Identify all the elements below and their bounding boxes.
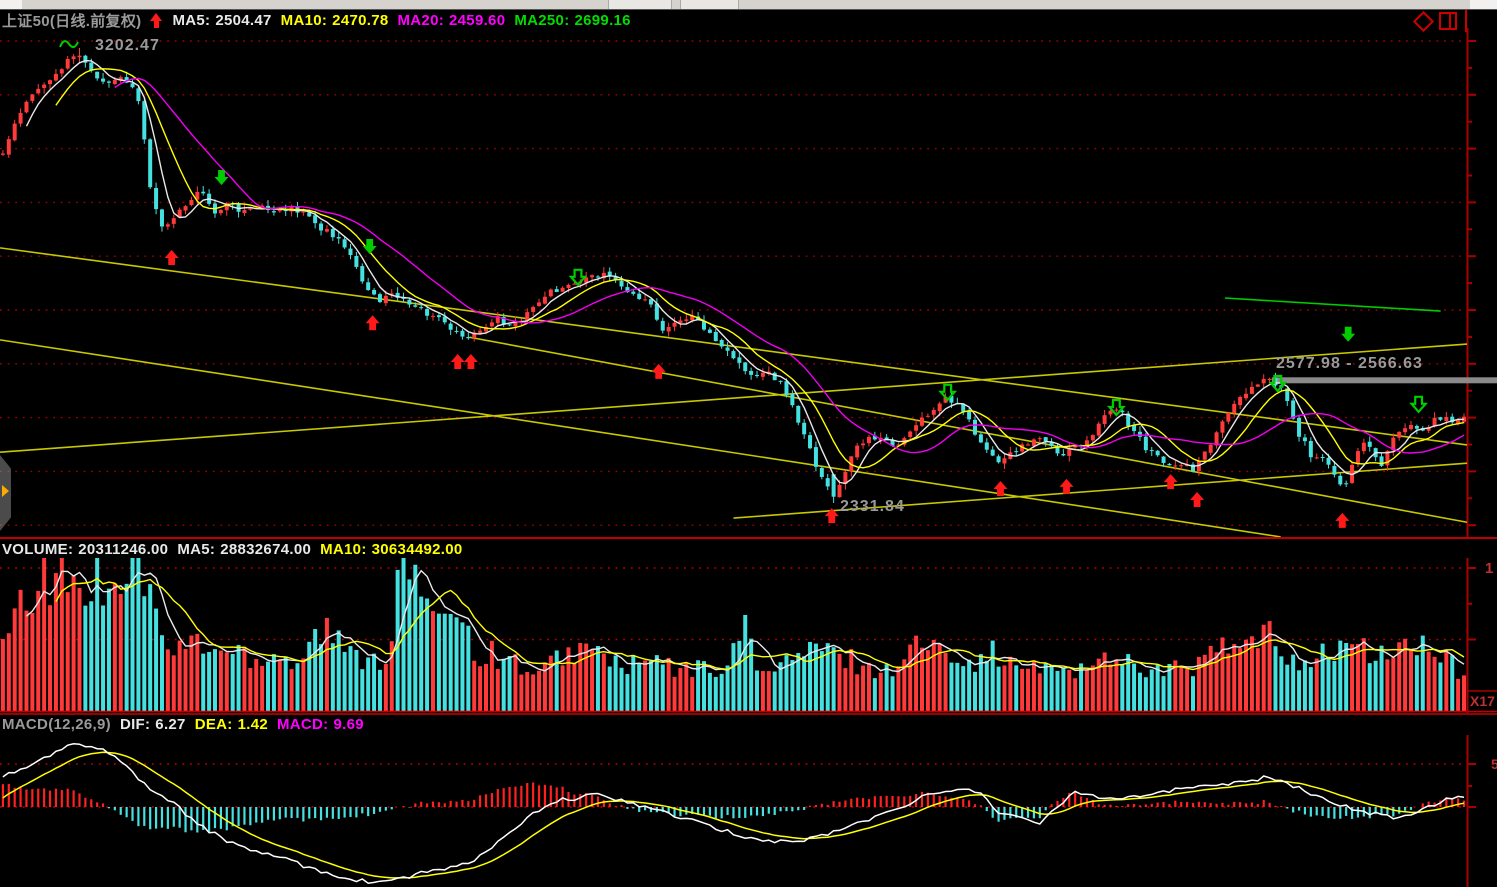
window-split-icon[interactable] xyxy=(1439,12,1457,30)
volume-header: VOLUME: 20311246.00 MA5: 28832674.00 MA10:… xyxy=(2,540,463,558)
macd-readout: MACD: 9.69 xyxy=(276,715,364,733)
low-price-label: 2331.84 xyxy=(840,498,905,515)
dea-readout: DEA: 1.42 xyxy=(194,715,268,733)
symbol-title: 上证50(日线.前复权) xyxy=(2,12,142,30)
red-up-arrow-icon xyxy=(150,12,163,28)
volume-axis-label: 1 xyxy=(1485,560,1494,577)
titlebar xyxy=(0,0,1497,10)
volume-ma10-readout: MA10: 30634492.00 xyxy=(320,540,463,558)
corner-tools xyxy=(1412,10,1467,32)
price-chart-pane[interactable] xyxy=(0,28,1497,537)
compress-factor-label: X17 xyxy=(1470,693,1495,709)
titlebar-button[interactable] xyxy=(680,0,739,9)
pane-divider xyxy=(0,713,1497,715)
ma10-readout: MA10: 2470.78 xyxy=(280,11,389,29)
chart-header: 上证50(日线.前复权) MA5: 2504.47 MA10: 2470.78 MA… xyxy=(2,11,631,30)
titlebar-button[interactable] xyxy=(608,0,672,9)
corner-divider xyxy=(1465,10,1467,32)
marker-squiggle-icon xyxy=(59,40,79,48)
expand-left-panel-tab[interactable] xyxy=(0,455,11,531)
ma20-readout: MA20: 2459.60 xyxy=(397,11,506,29)
titlebar-left-box xyxy=(0,0,22,9)
volume-chart-pane[interactable] xyxy=(0,558,1497,713)
gap-range-label: 2577.98 - 2566.63 xyxy=(1276,355,1423,372)
volume-ma5-readout: MA5: 28832674.00 xyxy=(177,540,312,558)
macd-chart-pane[interactable] xyxy=(0,735,1497,887)
ma5-readout: MA5: 2504.47 xyxy=(172,11,272,29)
macd-axis-partial-label: 5 xyxy=(1491,756,1497,772)
high-price-label: 3202.47 xyxy=(95,37,160,54)
macd-header: MACD(12,26,9) DIF: 6.27 DEA: 1.42 MACD: 9.6… xyxy=(2,715,364,733)
macd-title: MACD(12,26,9) xyxy=(2,715,111,733)
expand-arrow-icon xyxy=(2,485,9,497)
titlebar-right-box xyxy=(1470,0,1497,9)
volume-readout: VOLUME: 20311246.00 xyxy=(2,540,169,558)
dif-readout: DIF: 6.27 xyxy=(119,715,186,733)
pane-divider xyxy=(0,537,1497,539)
ma250-readout: MA250: 2699.16 xyxy=(514,11,631,29)
